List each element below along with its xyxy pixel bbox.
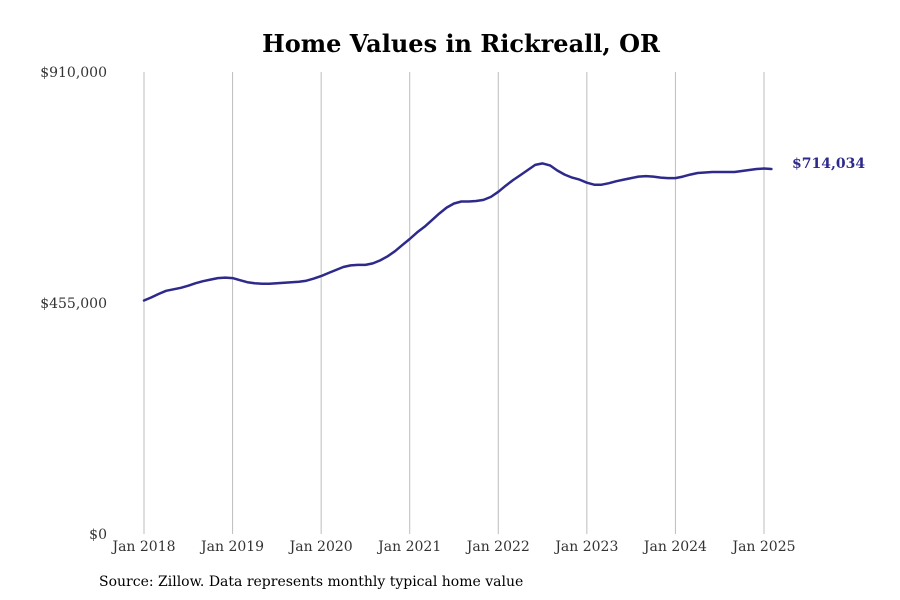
x-tick-label: Jan 2024	[642, 539, 707, 555]
x-tick-label: Jan 2019	[199, 539, 264, 555]
series-group: $714,034	[142, 156, 865, 302]
x-tick-label: Jan 2022	[465, 539, 530, 555]
x-tick-label: Jan 2023	[553, 539, 618, 555]
x-tick-label: Jan 2025	[730, 539, 795, 555]
x-tick-label: Jan 2020	[288, 539, 353, 555]
y-tick-label: $455,000	[40, 296, 107, 312]
x-tick-label: Jan 2018	[110, 539, 175, 555]
end-value-label: $714,034	[792, 156, 865, 172]
gridlines	[143, 72, 765, 534]
y-axis-ticks: $0 $455,000 $910,000	[40, 65, 107, 543]
x-tick-label: Jan 2021	[376, 539, 441, 555]
y-tick-label: $0	[89, 527, 107, 543]
y-tick-label: $910,000	[40, 65, 107, 81]
x-axis-ticks: Jan 2018 Jan 2019 Jan 2020 Jan 2021 Jan 2022…	[110, 539, 795, 555]
source-note: Source: Zillow. Data represents monthly …	[99, 574, 524, 590]
chart-title: Home Values in Rickreall, OR	[262, 29, 661, 58]
series-line	[142, 162, 773, 302]
